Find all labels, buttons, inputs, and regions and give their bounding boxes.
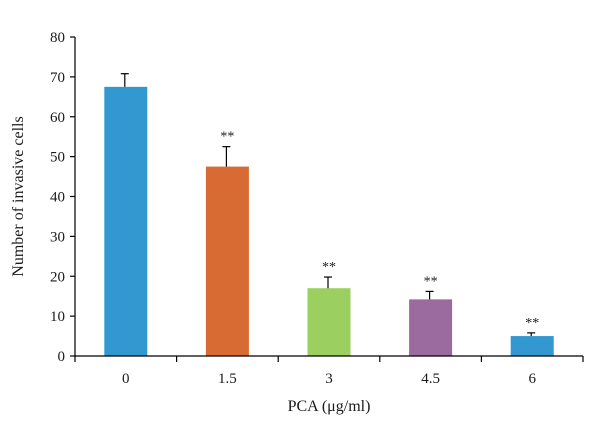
y-axis-title: Number of invasive cells xyxy=(10,116,27,276)
x-tick-label: 6 xyxy=(528,371,536,387)
bar xyxy=(409,299,453,356)
y-tick-label: 70 xyxy=(50,70,65,86)
x-axis-title: PCA (μg/ml) xyxy=(288,398,371,415)
significance-marks: ** ** ** ** xyxy=(220,130,539,331)
x-tick-label: 0 xyxy=(122,371,130,387)
x-tick-label: 1.5 xyxy=(218,371,237,387)
x-tick-label: 4.5 xyxy=(421,371,440,387)
bar xyxy=(205,166,249,356)
significance-mark: ** xyxy=(525,316,539,331)
significance-mark: ** xyxy=(220,130,234,145)
y-tick-label: 40 xyxy=(50,190,65,206)
x-tick-label: 3 xyxy=(325,371,333,387)
y-tick-label: 30 xyxy=(50,229,65,245)
significance-mark: ** xyxy=(322,260,336,275)
y-tick-label: 60 xyxy=(50,110,65,126)
y-axis-ticks: 0 10 20 30 40 50 60 70 80 xyxy=(50,30,75,365)
bar xyxy=(307,288,351,356)
bars xyxy=(104,86,554,356)
y-tick-label: 10 xyxy=(50,309,65,325)
significance-mark: ** xyxy=(424,274,438,289)
bar xyxy=(104,86,148,356)
y-tick-label: 50 xyxy=(50,150,65,166)
y-tick-label: 0 xyxy=(58,349,66,365)
error-bars xyxy=(120,73,536,337)
x-axis-ticks: 0 1.5 3 4.5 6 xyxy=(74,356,584,387)
y-tick-label: 80 xyxy=(50,30,65,46)
bar xyxy=(510,336,554,356)
y-tick-label: 20 xyxy=(50,269,65,285)
